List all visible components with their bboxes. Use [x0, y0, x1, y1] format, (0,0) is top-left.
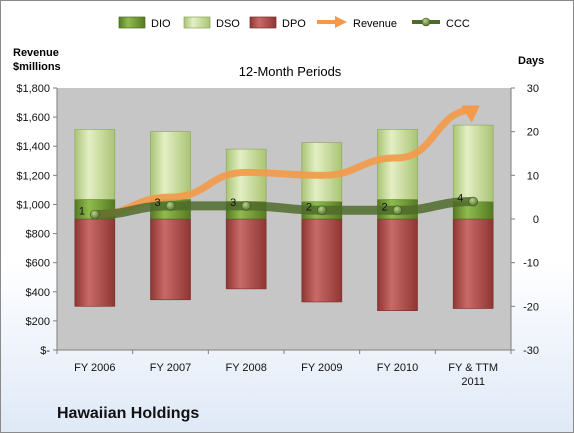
left-tick-label: $200 [26, 316, 50, 328]
revenue-line [91, 106, 477, 219]
right-tick-label: -10 [523, 258, 539, 270]
bar-dpo [150, 218, 191, 301]
ccc-marker [165, 201, 176, 211]
bar-dpo [74, 218, 116, 307]
legend-item-revenue: Revenue [317, 16, 397, 30]
ccc-marker [392, 205, 403, 216]
left-tick-label: $- [40, 345, 50, 357]
right-tick-label: 30 [527, 83, 539, 95]
right-tick-label: 20 [527, 127, 539, 139]
x-tick-label: FY 2010 [377, 362, 418, 374]
legend-item-dso: DSO [183, 16, 240, 30]
left-tick-label: $1,200 [16, 170, 50, 182]
left-tick-label: $1,800 [16, 83, 50, 95]
bar-dpo [452, 218, 494, 309]
bar-dso [74, 129, 116, 200]
x-tick-label: FY 2009 [301, 362, 342, 374]
legend-swatch-dio [118, 16, 146, 29]
left-tick-label: $800 [26, 229, 50, 241]
legend-item-dpo: DPO [249, 16, 306, 30]
chart-title: 12-Month Periods [239, 64, 342, 79]
ccc-marker [241, 201, 251, 211]
ccc-value-label: 1 [79, 206, 85, 218]
ccc-value-label: 3 [230, 197, 236, 209]
bar-dpo [301, 218, 343, 303]
legend-swatch-dpo [249, 16, 277, 29]
ccc-marker [90, 209, 100, 220]
left-tick-label: $1,600 [16, 112, 50, 124]
right-axis-title: Days [518, 55, 544, 67]
x-tick-label: FY 2007 [150, 362, 191, 374]
ccc-marker [317, 205, 327, 216]
legend-label-ccc: CCC [446, 18, 470, 30]
legend-swatch-dso [183, 16, 211, 29]
legend-label-dio: DIO [151, 18, 171, 30]
legend-label-dso: DSO [216, 18, 240, 30]
ccc-line [90, 197, 478, 220]
bar-dso [377, 129, 418, 200]
left-tick-label: $1,400 [16, 141, 50, 153]
bar-dso [150, 131, 191, 200]
legend-arrow-icon [317, 16, 347, 28]
right-tick-label: 0 [533, 214, 539, 226]
revenue-arrowhead [461, 105, 480, 123]
ccc-value-label: 2 [306, 201, 312, 213]
legend-line-icon [412, 17, 440, 27]
bar-dpo [225, 218, 267, 290]
legend-label-revenue: Revenue [353, 18, 397, 30]
left-tick-label: $400 [26, 287, 50, 299]
x-tick-label: FY 2008 [225, 362, 266, 374]
ccc-layer: 1 3 3 2 2 4 [79, 193, 478, 220]
ccc-marker [468, 196, 478, 207]
revenue-layer [91, 105, 480, 219]
ccc-value-label: 2 [382, 201, 388, 213]
bar-dso [452, 124, 494, 202]
ccc-value-label: 3 [155, 197, 161, 209]
left-tick-label: $1,000 [16, 199, 50, 211]
axes-layer: $- $200 $400 $600 $800 $1,000 $1,200 $1,400 $1,6… [16, 83, 539, 388]
company-name: Hawaiian Holdings [57, 405, 200, 422]
right-tick-label: -30 [523, 345, 539, 357]
right-tick-label: 10 [527, 170, 539, 182]
left-tick-label: $600 [26, 258, 50, 270]
legend-label-dpo: DPO [282, 18, 306, 30]
x-tick-label-line2: 2011 [461, 376, 485, 388]
legend: DIO DSO DPO Revenue [118, 16, 470, 30]
bar-dpo [377, 218, 418, 311]
legend-item-ccc: CCC [412, 17, 470, 30]
legend-item-dio: DIO [118, 16, 171, 30]
right-tick-label: -20 [523, 301, 539, 313]
x-tick-label: FY & TTM [448, 362, 498, 374]
left-axis-title-line1: Revenue [13, 47, 59, 59]
x-tick-label: FY 2006 [74, 362, 115, 374]
bars-layer [74, 124, 494, 311]
left-axis-title-line2: $millions [13, 61, 61, 73]
ccc-value-label: 4 [457, 193, 463, 205]
